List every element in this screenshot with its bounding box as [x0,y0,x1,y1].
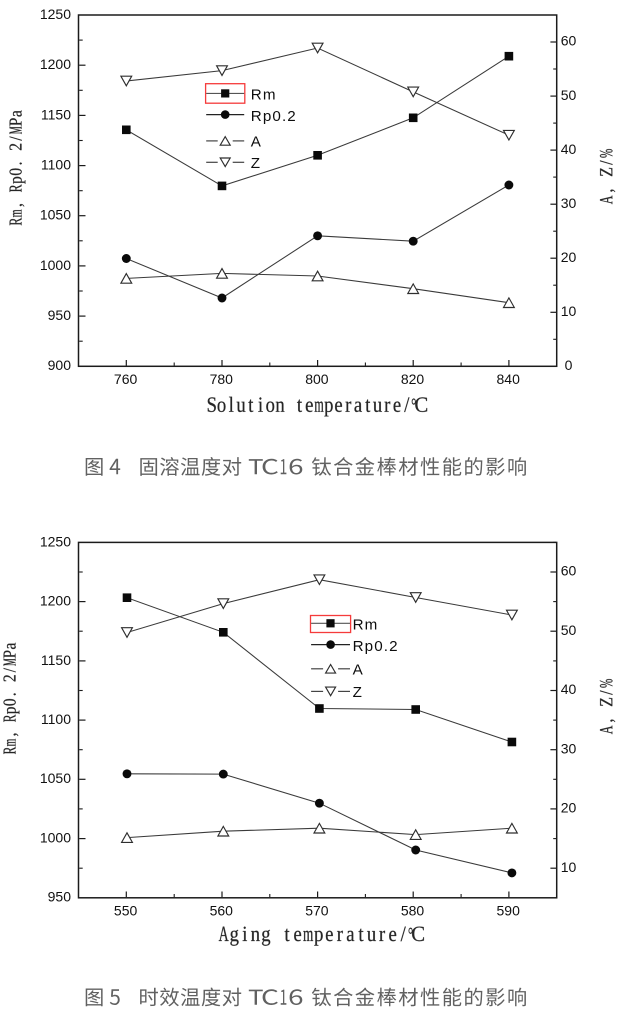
svg-text:Rp0.2: Rp0.2 [353,638,399,655]
svg-text:40: 40 [561,681,577,697]
svg-text:10: 10 [561,303,577,319]
svg-text:20: 20 [561,800,577,816]
svg-text:1050: 1050 [40,207,71,223]
svg-text:1050: 1050 [40,770,71,786]
svg-text:1150: 1150 [41,652,71,668]
svg-text:1100: 1100 [41,157,71,173]
svg-text:40: 40 [561,141,577,157]
svg-text:820: 820 [401,371,425,387]
svg-text:1000: 1000 [40,257,71,273]
svg-text:10: 10 [561,859,577,875]
svg-text:950: 950 [48,889,72,905]
svg-text:580: 580 [401,903,425,919]
svg-text:840: 840 [497,371,521,387]
svg-text:30: 30 [561,195,577,211]
svg-text:Z: Z [353,684,363,701]
svg-text:0: 0 [565,357,573,373]
svg-text:50: 50 [561,622,577,638]
svg-text:1250: 1250 [40,533,71,549]
svg-text:A: A [251,134,262,151]
svg-text:1150: 1150 [41,106,71,122]
svg-text:1250: 1250 [40,6,71,22]
svg-text:1200: 1200 [40,56,71,72]
svg-text:30: 30 [561,740,577,756]
svg-text:560: 560 [210,903,234,919]
svg-text:Z: Z [251,155,261,172]
svg-text:780: 780 [210,371,234,387]
svg-text:50: 50 [561,87,577,103]
svg-text:900: 900 [48,357,72,373]
svg-text:1000: 1000 [40,830,71,846]
svg-text:590: 590 [497,903,521,919]
svg-text:950: 950 [48,307,72,323]
svg-text:570: 570 [305,903,329,919]
svg-text:Rm: Rm [251,87,277,104]
svg-text:550: 550 [114,903,138,919]
svg-text:1100: 1100 [41,711,71,727]
svg-text:800: 800 [305,371,329,387]
svg-text:A: A [353,662,364,679]
svg-text:Rm: Rm [353,617,379,634]
svg-text:760: 760 [114,371,138,387]
svg-text:Rp0.2: Rp0.2 [251,108,297,125]
svg-text:60: 60 [561,33,577,49]
svg-text:60: 60 [561,563,577,579]
svg-text:1200: 1200 [40,593,71,609]
svg-text:20: 20 [561,249,577,265]
